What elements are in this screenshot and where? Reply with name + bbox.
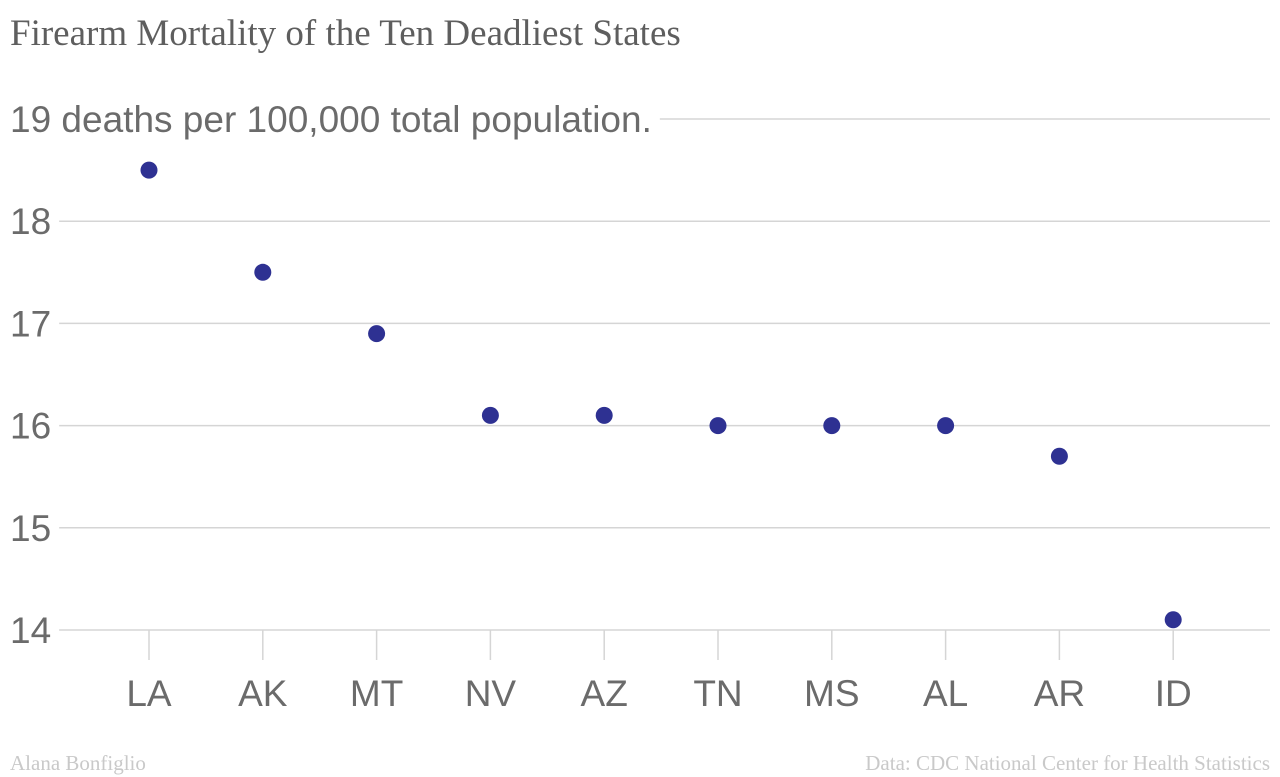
y-tick-label: 15	[10, 508, 51, 549]
data-point-nv	[481, 406, 499, 424]
y-tick-label: 19 deaths per 100,000 total population.	[10, 99, 652, 140]
x-tick-label-tn: TN	[693, 673, 742, 714]
x-tick-label-mt: MT	[350, 673, 403, 714]
data-point-ms	[823, 417, 841, 435]
data-points	[140, 161, 1182, 629]
y-axis-ticks: 19 deaths per 100,000 total population. 1…	[10, 99, 652, 651]
data-point-id	[1164, 611, 1182, 629]
y-tick-label: 14	[10, 610, 51, 651]
data-point-az	[595, 406, 613, 424]
y-tick-label: 16	[10, 406, 51, 447]
x-tick-label-la: LA	[126, 673, 172, 714]
author-credit: Alana Bonfiglio	[10, 751, 146, 775]
y-tick-label: 18	[10, 201, 51, 242]
data-point-ar	[1050, 447, 1068, 465]
y-tick-label: 17	[10, 303, 51, 344]
gridlines	[59, 118, 1270, 660]
data-point-tn	[709, 417, 727, 435]
x-tick-label-az: AZ	[581, 673, 628, 714]
x-axis-ticks: LA AK MT NV AZ TN MS AL AR ID	[126, 673, 1191, 714]
data-point-ak	[254, 263, 272, 281]
data-point-la	[140, 161, 158, 179]
chart-title: Firearm Mortality of the Ten Deadliest S…	[10, 13, 681, 54]
x-tick-label-ms: MS	[804, 673, 860, 714]
data-source: Data: CDC National Center for Health Sta…	[865, 751, 1270, 775]
data-point-al	[937, 417, 955, 435]
x-tick-label-al: AL	[923, 673, 968, 714]
x-tick-label-nv: NV	[465, 673, 517, 714]
x-tick-label-id: ID	[1155, 673, 1192, 714]
x-tick-label-ak: AK	[238, 673, 288, 714]
x-tick-label-ar: AR	[1034, 673, 1085, 714]
data-point-mt	[368, 325, 386, 343]
